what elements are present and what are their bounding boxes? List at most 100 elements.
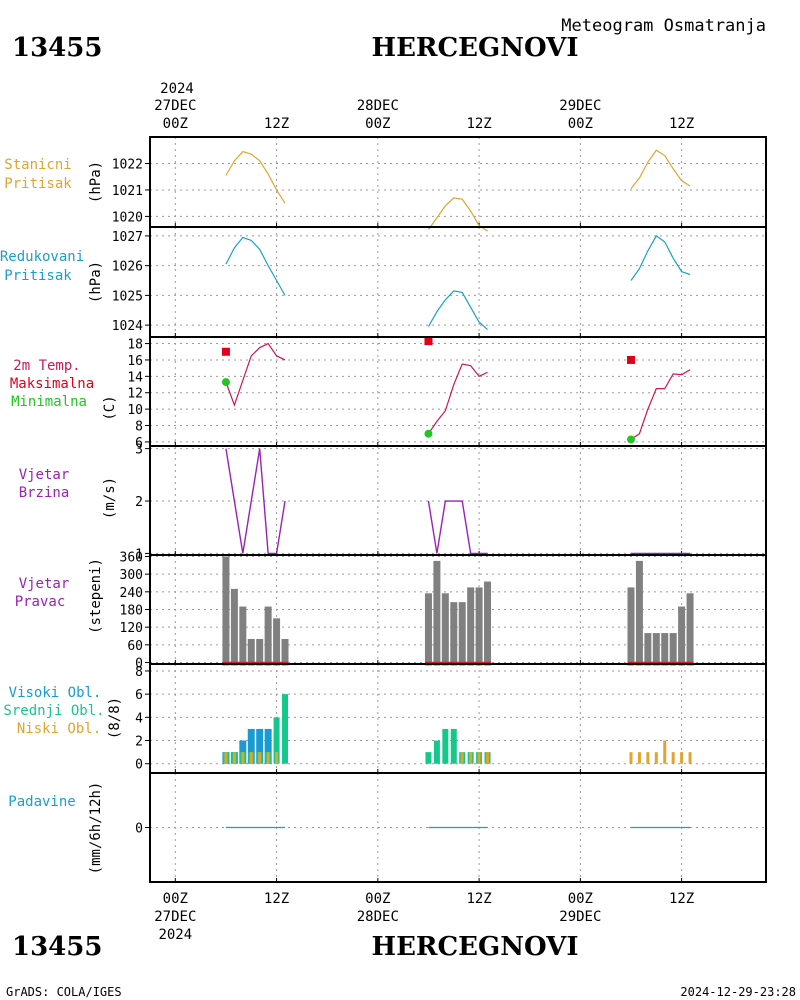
y-tick-label: 18 [127, 338, 143, 353]
label-wind-dir-2: Pravac [15, 594, 66, 610]
wind-direction-bar [678, 607, 685, 666]
low-cloud-bar [233, 752, 236, 764]
top-date-label: 28DEC [357, 98, 399, 114]
wind-direction-bar [459, 602, 466, 665]
wind-direction-bar [273, 618, 280, 665]
station-id-bottom: 13455 [12, 932, 102, 962]
station-id-top: 13455 [12, 33, 102, 63]
y-tick-label: 1022 [112, 157, 143, 172]
y-tick-label: 240 [120, 586, 143, 601]
station-name-bottom: HERCEGNOVI [372, 932, 579, 962]
label-station-pressure-1: Stanicni [4, 157, 71, 173]
label-wind-dir-1: Vjetar [19, 576, 70, 592]
bottom-date-label: 28DEC [357, 909, 399, 925]
y-tick-label: 14 [127, 370, 143, 385]
low-cloud-bar [478, 752, 481, 764]
wind-direction-bar [433, 561, 440, 666]
unit-precip: (mm/6h/12h) [88, 782, 104, 875]
label-precip-1: Padavine [8, 794, 75, 810]
footer-timestamp: 2024-12-29-23:28 [680, 985, 796, 999]
wind-direction-bar [467, 587, 474, 665]
wind-direction-bar [222, 556, 229, 665]
wind-direction-bar [282, 639, 289, 666]
mid-cloud-bar [282, 694, 288, 764]
low-cloud-bar [275, 752, 278, 764]
tmin-marker [627, 435, 635, 443]
tmax-marker [627, 356, 635, 364]
bottom-hour-label: 00Z [365, 891, 390, 907]
footer-credit: GrADS: COLA/IGES [6, 985, 122, 999]
panel-frame-temperature [150, 337, 766, 446]
wind-direction-bar [239, 607, 246, 666]
mid-cloud-bar [425, 752, 431, 764]
bottom-date-label: 29DEC [559, 909, 601, 925]
y-tick-label: 2 [135, 735, 143, 750]
top-hour-label: 00Z [365, 116, 390, 132]
low-cloud-bar [655, 752, 658, 764]
low-cloud-bar [258, 752, 261, 764]
mid-cloud-bar [442, 729, 448, 764]
bottom-hour-label: 00Z [163, 891, 188, 907]
wind-direction-bar [450, 602, 457, 665]
label-wind-speed-1: Vjetar [19, 467, 70, 483]
y-tick-label: 2 [135, 495, 143, 510]
tmax-marker [424, 337, 432, 345]
wind-direction-bar [644, 633, 651, 665]
y-tick-label: 300 [120, 568, 143, 583]
y-tick-label: 6 [135, 688, 143, 703]
top-hour-label: 00Z [163, 116, 188, 132]
bottom-hour-label: 12Z [669, 891, 694, 907]
label-wind-speed-2: Brzina [19, 485, 70, 501]
low-cloud-bar [486, 752, 489, 764]
wind-direction-bar [265, 607, 272, 666]
y-tick-label: 1021 [112, 184, 143, 199]
low-cloud-bar [224, 752, 227, 764]
y-tick-label: 10 [127, 403, 143, 418]
low-cloud-bar [672, 752, 675, 764]
top-year-label: 2024 [160, 81, 194, 97]
low-cloud-bar [689, 752, 692, 764]
y-tick-label: 12 [127, 387, 143, 402]
meteogram-chart: Meteogram Osmatranja 13455 HERCEGNOVI 20… [0, 0, 800, 1000]
data-layer [222, 150, 694, 827]
wind-direction-bar [627, 587, 634, 665]
y-tick-label: 1020 [112, 210, 143, 225]
wind-direction-bar [248, 639, 255, 666]
label-reduced-pressure-1: Redukovani [0, 249, 84, 265]
station-pressure-line [226, 152, 285, 204]
y-tick-label: 16 [127, 354, 143, 369]
y-tick-label: 1027 [112, 230, 143, 245]
unit-clouds: (8/8) [107, 697, 123, 739]
tmin-marker [222, 378, 230, 386]
low-cloud-bar [469, 752, 472, 764]
subtitle: Meteogram Osmatranja [561, 16, 766, 36]
low-cloud-bar [646, 752, 649, 764]
y-tick-label: 8 [135, 665, 143, 680]
y-tick-label: 3 [135, 443, 143, 458]
y-tick-label: 360 [120, 550, 143, 565]
label-clouds-3: Niski Obl. [17, 721, 101, 737]
y-tick-label: 120 [120, 621, 143, 636]
y-tick-label: 0 [135, 758, 143, 773]
panel-frame-reduced-pressure [150, 227, 766, 337]
y-tick-label: 4 [135, 711, 143, 726]
unit-wind-direction: (stepeni) [88, 558, 104, 634]
wind-speed-line [428, 501, 487, 553]
tmax-marker [222, 348, 230, 356]
mid-cloud-bar [451, 729, 457, 764]
wind-direction-bar [687, 593, 694, 665]
low-cloud-bar [638, 752, 641, 764]
label-clouds-2: Srednji Obl. [3, 703, 104, 719]
y-tick-label: 1026 [112, 260, 143, 275]
top-hour-label: 12Z [669, 116, 694, 132]
y-tick-label: 60 [127, 639, 143, 654]
y-tick-label: 180 [120, 604, 143, 619]
label-reduced-pressure-2: Pritisak [4, 268, 72, 284]
top-date-label: 29DEC [559, 98, 601, 114]
y-tick-label: 8 [135, 420, 143, 435]
top-hour-label: 00Z [568, 116, 593, 132]
label-temp-2: Maksimalna [10, 376, 94, 392]
wind-direction-bar [670, 633, 677, 665]
mid-cloud-bar [434, 741, 440, 764]
wind-direction-bar [476, 587, 483, 665]
